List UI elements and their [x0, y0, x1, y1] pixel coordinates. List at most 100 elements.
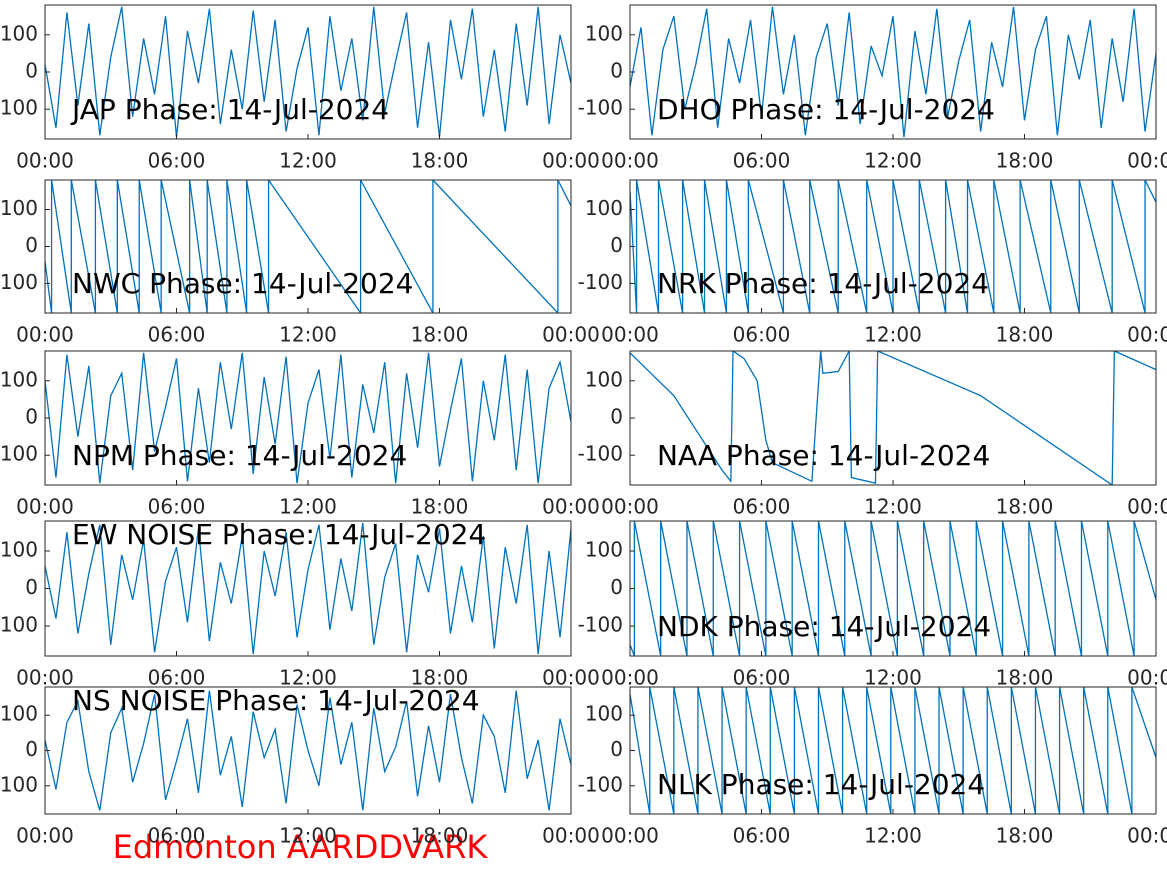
x-tick-label: 18:00: [411, 149, 469, 173]
subplot-title: NPM Phase: 14-Jul-2024: [72, 439, 407, 472]
y-tick-label: -100: [578, 772, 623, 796]
x-tick-label: 00:00: [1127, 495, 1167, 519]
x-tick-label: 06:00: [733, 495, 791, 519]
y-tick-label: -100: [578, 613, 623, 637]
y-tick-label: 100: [0, 702, 38, 726]
x-tick-label: 18:00: [411, 824, 469, 848]
subplot-title: EW NOISE Phase: 14-Jul-2024: [72, 518, 486, 551]
y-tick-label: -100: [578, 270, 623, 294]
subplot-title: JAP Phase: 14-Jul-2024: [70, 93, 389, 126]
y-tick-label: 0: [610, 575, 623, 599]
y-tick-label: -100: [578, 442, 623, 466]
x-tick-label: 12:00: [279, 824, 337, 848]
y-tick-label: 100: [0, 196, 38, 220]
x-tick-label: 18:00: [996, 495, 1054, 519]
subplot: 00:00 06:00 12:00 18:00 00:00 -100 0 100 JAP Pha…: [0, 4, 600, 173]
x-tick-label: 00:00: [542, 495, 600, 519]
x-tick-label: 00:00: [542, 323, 600, 347]
x-tick-label: 00:00: [601, 666, 659, 690]
x-tick-label: 00:00: [1127, 323, 1167, 347]
subplot: 00:00 06:00 12:00 18:00 00:00 -100 0 100 DHO Pha…: [578, 4, 1167, 173]
x-tick-label: 06:00: [148, 666, 206, 690]
x-tick-label: 06:00: [148, 149, 206, 173]
x-tick-label: 00:00: [542, 149, 600, 173]
y-tick-label: 0: [25, 737, 38, 761]
x-tick-label: 12:00: [864, 149, 922, 173]
x-tick-label: 00:00: [16, 824, 74, 848]
phase-line: [45, 180, 571, 313]
phase-line: [45, 352, 571, 484]
y-tick-label: -100: [0, 270, 38, 294]
y-tick-label: 100: [0, 367, 38, 391]
x-tick-label: 12:00: [864, 824, 922, 848]
phase-line: [45, 522, 571, 655]
x-tick-label: 00:00: [542, 666, 600, 690]
subplot-title: NLK Phase: 14-Jul-2024: [657, 768, 985, 801]
y-tick-label: -100: [0, 96, 38, 120]
y-tick-label: 0: [610, 737, 623, 761]
x-tick-label: 18:00: [996, 323, 1054, 347]
y-tick-label: 0: [610, 59, 623, 83]
y-tick-label: 0: [610, 405, 623, 429]
x-tick-label: 06:00: [733, 824, 791, 848]
y-tick-label: -100: [578, 96, 623, 120]
y-tick-label: -100: [0, 442, 38, 466]
y-tick-label: 0: [25, 575, 38, 599]
phase-line: [630, 180, 1156, 313]
x-tick-label: 12:00: [279, 495, 337, 519]
x-tick-label: 06:00: [148, 824, 206, 848]
phase-line: [45, 690, 571, 811]
subplot: 00:00 06:00 12:00 18:00 00:00 -100 0 100 NAA Pha…: [578, 350, 1167, 519]
y-tick-label: 100: [585, 21, 623, 45]
x-tick-label: 18:00: [411, 495, 469, 519]
x-tick-label: 18:00: [996, 824, 1054, 848]
x-tick-label: 06:00: [148, 323, 206, 347]
subplot: 00:00 06:00 12:00 18:00 00:00 -100 0 100 NWC Pha…: [0, 179, 600, 347]
x-tick-label: 18:00: [996, 149, 1054, 173]
x-tick-label: 00:00: [1127, 666, 1167, 690]
subplot: 00:00 06:00 12:00 18:00 00:00 -100 0 100 EW NOIS…: [0, 518, 600, 690]
x-tick-label: 00:00: [1127, 149, 1167, 173]
x-tick-label: 00:00: [16, 495, 74, 519]
subplot: 00:00 06:00 12:00 18:00 00:00 -100 0 100 NPM Pha…: [0, 350, 600, 519]
x-tick-label: 06:00: [148, 495, 206, 519]
x-tick-label: 12:00: [279, 666, 337, 690]
phase-line: [630, 687, 1156, 814]
y-tick-label: 0: [25, 405, 38, 429]
subplot-title: NWC Phase: 14-Jul-2024: [72, 267, 413, 300]
phase-line: [630, 6, 1156, 138]
x-tick-label: 06:00: [733, 666, 791, 690]
subplot: 00:00 06:00 12:00 18:00 00:00 -100 0 100 NDK Pha…: [578, 520, 1167, 690]
x-tick-label: 12:00: [279, 149, 337, 173]
x-tick-label: 12:00: [864, 666, 922, 690]
subplot-title: DHO Phase: 14-Jul-2024: [657, 93, 995, 126]
x-tick-label: 18:00: [411, 323, 469, 347]
x-tick-label: 00:00: [16, 323, 74, 347]
subplot: 00:00 06:00 12:00 18:00 00:00 -100 0 100 NRK Pha…: [578, 179, 1167, 347]
x-tick-label: 00:00: [542, 824, 600, 848]
phase-line: [630, 351, 1156, 485]
x-tick-label: 00:00: [16, 149, 74, 173]
x-tick-label: 00:00: [16, 666, 74, 690]
y-tick-label: 100: [0, 21, 38, 45]
x-tick-label: 12:00: [279, 323, 337, 347]
x-tick-label: 00:00: [601, 824, 659, 848]
subplot: 00:00 06:00 12:00 18:00 00:00 -100 0 100 NLK Pha…: [578, 686, 1167, 848]
x-tick-label: 12:00: [864, 495, 922, 519]
y-tick-label: 0: [610, 233, 623, 257]
phase-line: [630, 521, 1156, 656]
x-tick-label: 06:00: [733, 323, 791, 347]
x-tick-label: 18:00: [411, 666, 469, 690]
y-tick-label: 100: [0, 538, 38, 562]
y-tick-label: -100: [0, 613, 38, 637]
subplot-title: NDK Phase: 14-Jul-2024: [657, 610, 991, 643]
x-tick-label: 00:00: [601, 323, 659, 347]
y-tick-label: 0: [25, 59, 38, 83]
subplot-title: NRK Phase: 14-Jul-2024: [657, 267, 989, 300]
subplot: 00:00 06:00 12:00 18:00 00:00 -100 0 100 NS NOIS…: [0, 684, 600, 848]
x-tick-label: 00:00: [601, 149, 659, 173]
x-tick-label: 12:00: [864, 323, 922, 347]
y-tick-label: 100: [585, 702, 623, 726]
